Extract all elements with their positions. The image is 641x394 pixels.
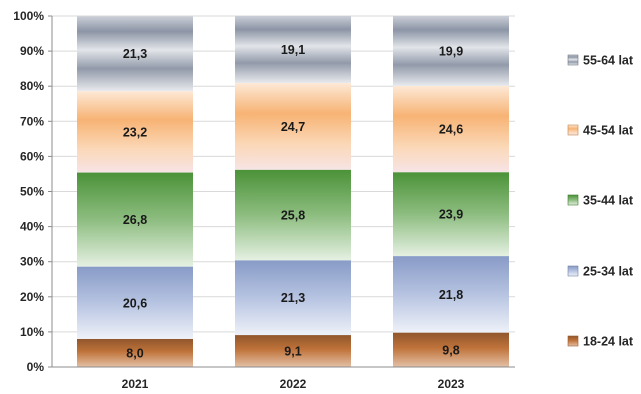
bars [77, 16, 509, 367]
y-tick-label: 30% [20, 255, 44, 269]
data-label: 21,3 [123, 47, 147, 61]
bar-segment-18-24-lat-2023 [393, 332, 509, 367]
data-label: 19,1 [281, 43, 305, 57]
legend-swatch [567, 124, 579, 136]
bar-segment-55-64-lat-2023 [393, 16, 509, 86]
data-label: 20,6 [123, 296, 147, 310]
x-tick-label: 2021 [122, 377, 149, 391]
data-labels: 8,0 20,6 26,8 23,2 21,3 9,1 21,3 25,8 24,7 19,1 9,… [123, 43, 463, 360]
bar-segment-35-44-lat-2023 [393, 172, 509, 257]
data-label: 23,2 [123, 125, 147, 139]
legend-label: 55-64 lat [583, 54, 634, 68]
legend-swatch [567, 54, 579, 66]
y-tick-label: 20% [20, 290, 44, 304]
legend-label: 35-44 lat [583, 194, 634, 208]
legend-label: 25-34 lat [583, 265, 634, 279]
legend-swatch [567, 265, 579, 277]
data-label: 8,0 [126, 346, 143, 360]
y-tick-label: 70% [20, 114, 44, 128]
data-label: 23,9 [439, 208, 463, 222]
bar-segment-18-24-lat-2022 [235, 335, 351, 367]
data-label: 9,1 [284, 345, 301, 359]
bar-segment-25-34-lat-2022 [235, 260, 351, 336]
y-tick-label: 80% [20, 79, 44, 93]
data-label: 9,8 [442, 343, 459, 357]
data-label: 21,8 [439, 288, 463, 302]
x-tick-label: 2023 [438, 377, 465, 391]
bar-segment-45-54-lat-2022 [235, 83, 351, 170]
legend-label: 45-54 lat [583, 124, 634, 138]
bar-segment-55-64-lat-2022 [235, 16, 351, 84]
bar-segment-45-54-lat-2023 [393, 85, 509, 173]
bar-segment-25-34-lat-2021 [77, 266, 193, 339]
legend-label: 18-24 lat [583, 335, 634, 349]
bar-segment-45-54-lat-2021 [77, 91, 193, 173]
bar-segment-55-64-lat-2021 [77, 16, 193, 92]
data-label: 21,3 [281, 291, 305, 305]
y-tick-label: 100% [13, 9, 44, 23]
data-label: 26,8 [123, 213, 147, 227]
y-tick-label: 10% [20, 325, 44, 339]
data-label: 19,9 [439, 44, 463, 58]
legend-swatch [567, 335, 579, 347]
data-label: 24,7 [281, 120, 305, 134]
bar-segment-18-24-lat-2021 [77, 338, 193, 367]
x-tick-label: 2022 [280, 377, 307, 391]
data-label: 25,8 [281, 209, 305, 223]
bar-segment-35-44-lat-2022 [235, 169, 351, 261]
legend: 18-24 lat 25-34 lat 35-44 lat 45-54 lat 55-6… [567, 54, 634, 349]
y-tick-label: 0% [27, 360, 45, 374]
legend-swatch [567, 194, 579, 206]
bar-segment-25-34-lat-2023 [393, 256, 509, 333]
axes: 0% 10% 20% 30% 40% 50% 60% 70% 80% 90% 100% 2021 202… [13, 9, 515, 391]
y-tick-label: 40% [20, 220, 44, 234]
y-tick-label: 90% [20, 44, 44, 58]
data-label: 24,6 [439, 123, 463, 137]
y-tick-label: 60% [20, 149, 44, 163]
y-tick-label: 50% [20, 185, 44, 199]
bar-segment-35-44-lat-2021 [77, 172, 193, 267]
